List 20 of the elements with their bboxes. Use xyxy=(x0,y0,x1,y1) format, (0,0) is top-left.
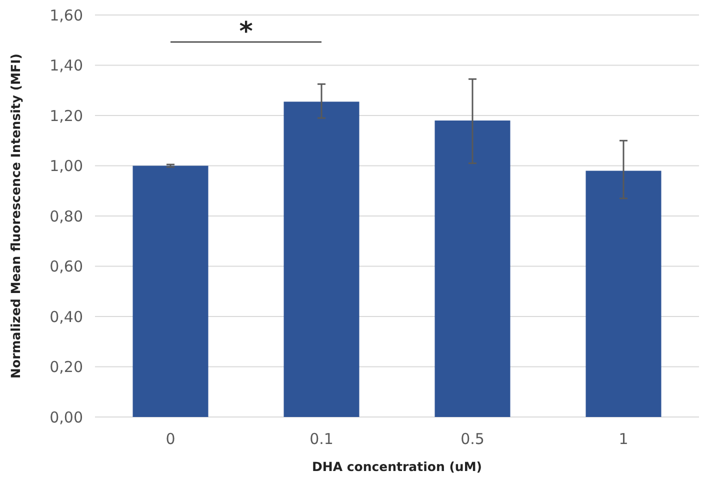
y-tick-label: 1,40 xyxy=(50,56,83,74)
y-tick-label: 0,60 xyxy=(50,258,83,276)
bar xyxy=(284,102,360,417)
y-tick-label: 0,00 xyxy=(50,408,83,426)
bar xyxy=(132,166,208,417)
y-tick-label: 1,20 xyxy=(50,106,83,125)
x-tick-label: 0 xyxy=(166,430,176,448)
y-tick-label: 1,60 xyxy=(50,6,83,24)
x-tick-label: 0.5 xyxy=(460,430,484,448)
bar xyxy=(586,170,662,417)
x-tick-label: 1 xyxy=(618,430,628,448)
y-tick-label: 0,40 xyxy=(50,308,83,326)
y-axis-title: Normalized Mean fluorescence Intensity (MFI) xyxy=(8,54,23,378)
x-tick-label: 0.1 xyxy=(310,430,334,448)
annotation: * xyxy=(239,17,254,47)
x-axis-title: DHA concentration (uM) xyxy=(312,459,482,474)
y-tick-label: 0,20 xyxy=(50,358,83,376)
bar xyxy=(434,120,510,417)
y-tick-label: 1,00 xyxy=(50,157,83,175)
y-tick-label: 0,80 xyxy=(50,207,83,226)
